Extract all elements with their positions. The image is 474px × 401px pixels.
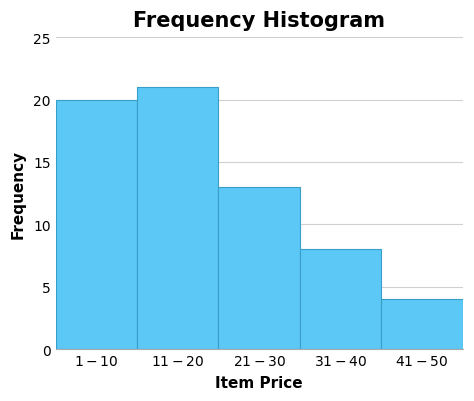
Title: Frequency Histogram: Frequency Histogram xyxy=(133,11,385,31)
Bar xyxy=(300,250,382,349)
Bar xyxy=(219,187,300,349)
Bar xyxy=(137,88,219,349)
Y-axis label: Frequency: Frequency xyxy=(11,149,26,238)
X-axis label: Item Price: Item Price xyxy=(215,375,303,390)
Bar xyxy=(382,300,463,349)
Bar xyxy=(55,100,137,349)
